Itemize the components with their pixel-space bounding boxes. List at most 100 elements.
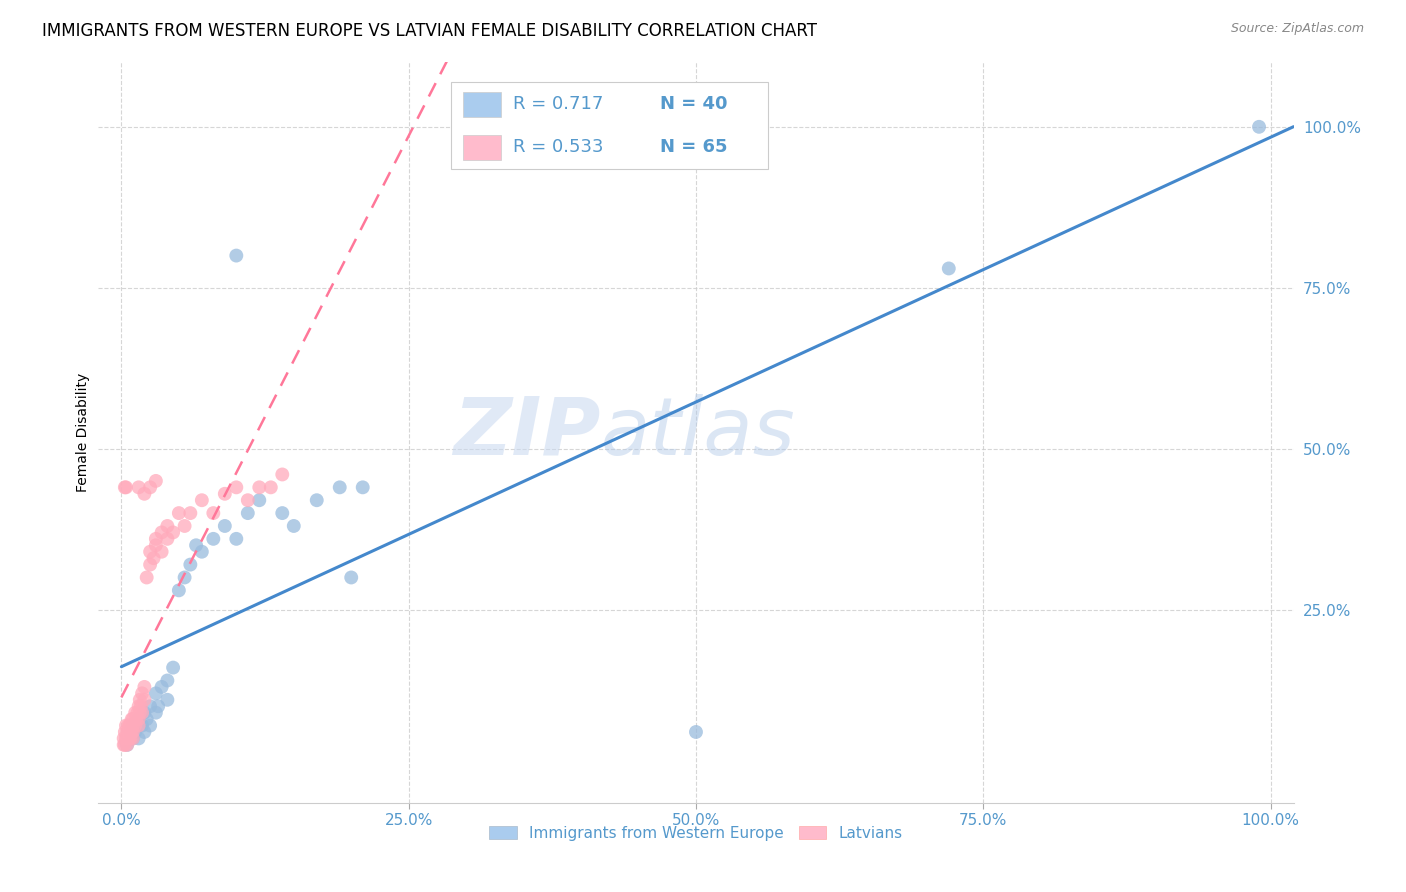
Point [131,706,153,720]
Point [115,718,138,732]
Point [120,725,142,739]
Point [134,725,156,739]
Point [156,693,179,707]
Point [120,731,142,746]
Point [191,493,214,508]
Point [120,718,142,732]
Point [124,718,146,732]
Point [115,731,138,746]
Point [128,712,150,726]
Point [131,718,153,732]
Point [135,570,157,584]
Text: ZIP: ZIP [453,393,600,472]
Point [125,712,148,726]
Point [117,718,139,732]
Text: R = 0.717: R = 0.717 [513,95,603,113]
Point [128,693,150,707]
Point [128,712,150,726]
Point [124,725,146,739]
Point [173,570,195,584]
Point [122,718,145,732]
Point [139,480,162,494]
Point [225,249,247,263]
Point [122,718,145,732]
Point [202,532,225,546]
Point [236,493,259,508]
Point [131,686,153,700]
Point [214,487,236,501]
Point [139,558,162,572]
Point [167,583,190,598]
Point [139,699,162,714]
FancyBboxPatch shape [463,92,501,117]
Point [685,725,707,739]
Point [271,506,294,520]
Point [271,467,294,482]
Y-axis label: Female Disability: Female Disability [76,373,90,492]
Point [283,519,305,533]
Point [118,718,141,732]
Point [134,693,156,707]
Point [118,731,141,746]
Point [329,480,352,494]
Point [247,480,270,494]
Text: R = 0.533: R = 0.533 [513,138,603,156]
Point [142,551,165,566]
Point [114,480,136,494]
Point [112,738,135,752]
Point [247,493,270,508]
Point [139,545,162,559]
Point [214,519,236,533]
Point [115,731,138,746]
Point [260,480,283,494]
Point [145,474,167,488]
Point [114,725,136,739]
Text: Source: ZipAtlas.com: Source: ZipAtlas.com [1230,22,1364,36]
Point [179,558,201,572]
Point [225,480,247,494]
FancyBboxPatch shape [463,135,501,161]
Point [148,699,170,714]
Legend: Immigrants from Western Europe, Latvians: Immigrants from Western Europe, Latvians [484,820,908,847]
Point [179,506,201,520]
Point [121,712,143,726]
Point [128,706,150,720]
Point [127,706,149,720]
Point [122,731,145,746]
Point [115,480,138,494]
Point [145,532,167,546]
Point [236,506,259,520]
FancyBboxPatch shape [451,82,768,169]
Point [145,686,167,700]
Point [938,261,960,276]
Point [156,519,179,533]
Point [139,718,162,732]
Point [122,731,145,746]
Point [184,538,207,552]
Point [128,480,150,494]
Point [340,570,363,584]
Point [135,712,157,726]
Point [117,725,139,739]
Point [167,506,190,520]
Point [150,525,173,540]
Point [145,706,167,720]
Point [202,506,225,520]
Point [145,538,167,552]
Point [173,519,195,533]
Point [117,731,139,746]
Point [114,738,136,752]
Point [225,532,247,546]
Point [352,480,374,494]
Point [191,545,214,559]
Point [156,673,179,688]
Text: IMMIGRANTS FROM WESTERN EUROPE VS LATVIAN FEMALE DISABILITY CORRELATION CHART: IMMIGRANTS FROM WESTERN EUROPE VS LATVIA… [42,22,817,40]
Point [128,731,150,746]
Text: atlas: atlas [600,393,796,472]
Point [305,493,328,508]
Point [134,487,156,501]
Point [150,680,173,694]
Text: N = 65: N = 65 [661,138,728,156]
Point [134,706,156,720]
Point [134,680,156,694]
